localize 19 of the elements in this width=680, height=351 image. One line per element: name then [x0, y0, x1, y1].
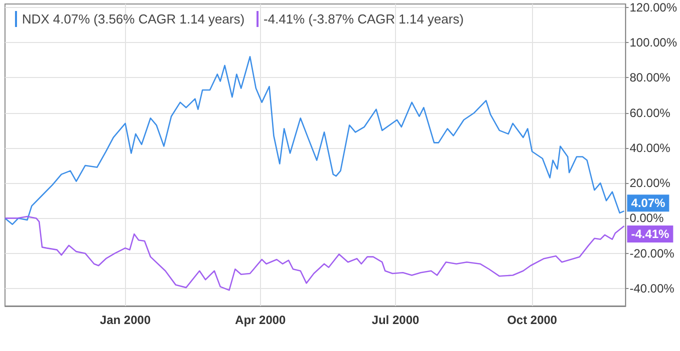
legend-label: -4.41% (-3.87% CAGR 1.14 years): [264, 12, 464, 26]
x-tick-label: Apr 2000: [235, 313, 286, 327]
y-tick-label: 0.00%: [630, 211, 664, 226]
y-tick-label: 120.00%: [630, 0, 678, 15]
y-tick-label: 100.00%: [630, 36, 678, 50]
x-tick-label: Jul 2000: [372, 313, 420, 327]
line-series: [4, 56, 625, 226]
y-tick-label: 80.00%: [630, 70, 671, 85]
y-tick-label: -20.00%: [630, 246, 675, 260]
y-tick-label: 60.00%: [630, 106, 671, 120]
data-label: 4.07%: [631, 196, 666, 210]
x-tick-label: Oct 2000: [507, 313, 558, 327]
x-tick-label: Jan 2000: [100, 313, 151, 327]
data-label: -4.41%: [631, 226, 670, 241]
legend-label: NDX 4.07% (3.56% CAGR 1.14 years): [22, 12, 245, 26]
line-series: [4, 216, 625, 291]
y-tick-label: 20.00%: [630, 176, 671, 190]
y-tick-label: 40.00%: [630, 140, 671, 155]
y-tick-label: -40.00%: [630, 281, 675, 296]
